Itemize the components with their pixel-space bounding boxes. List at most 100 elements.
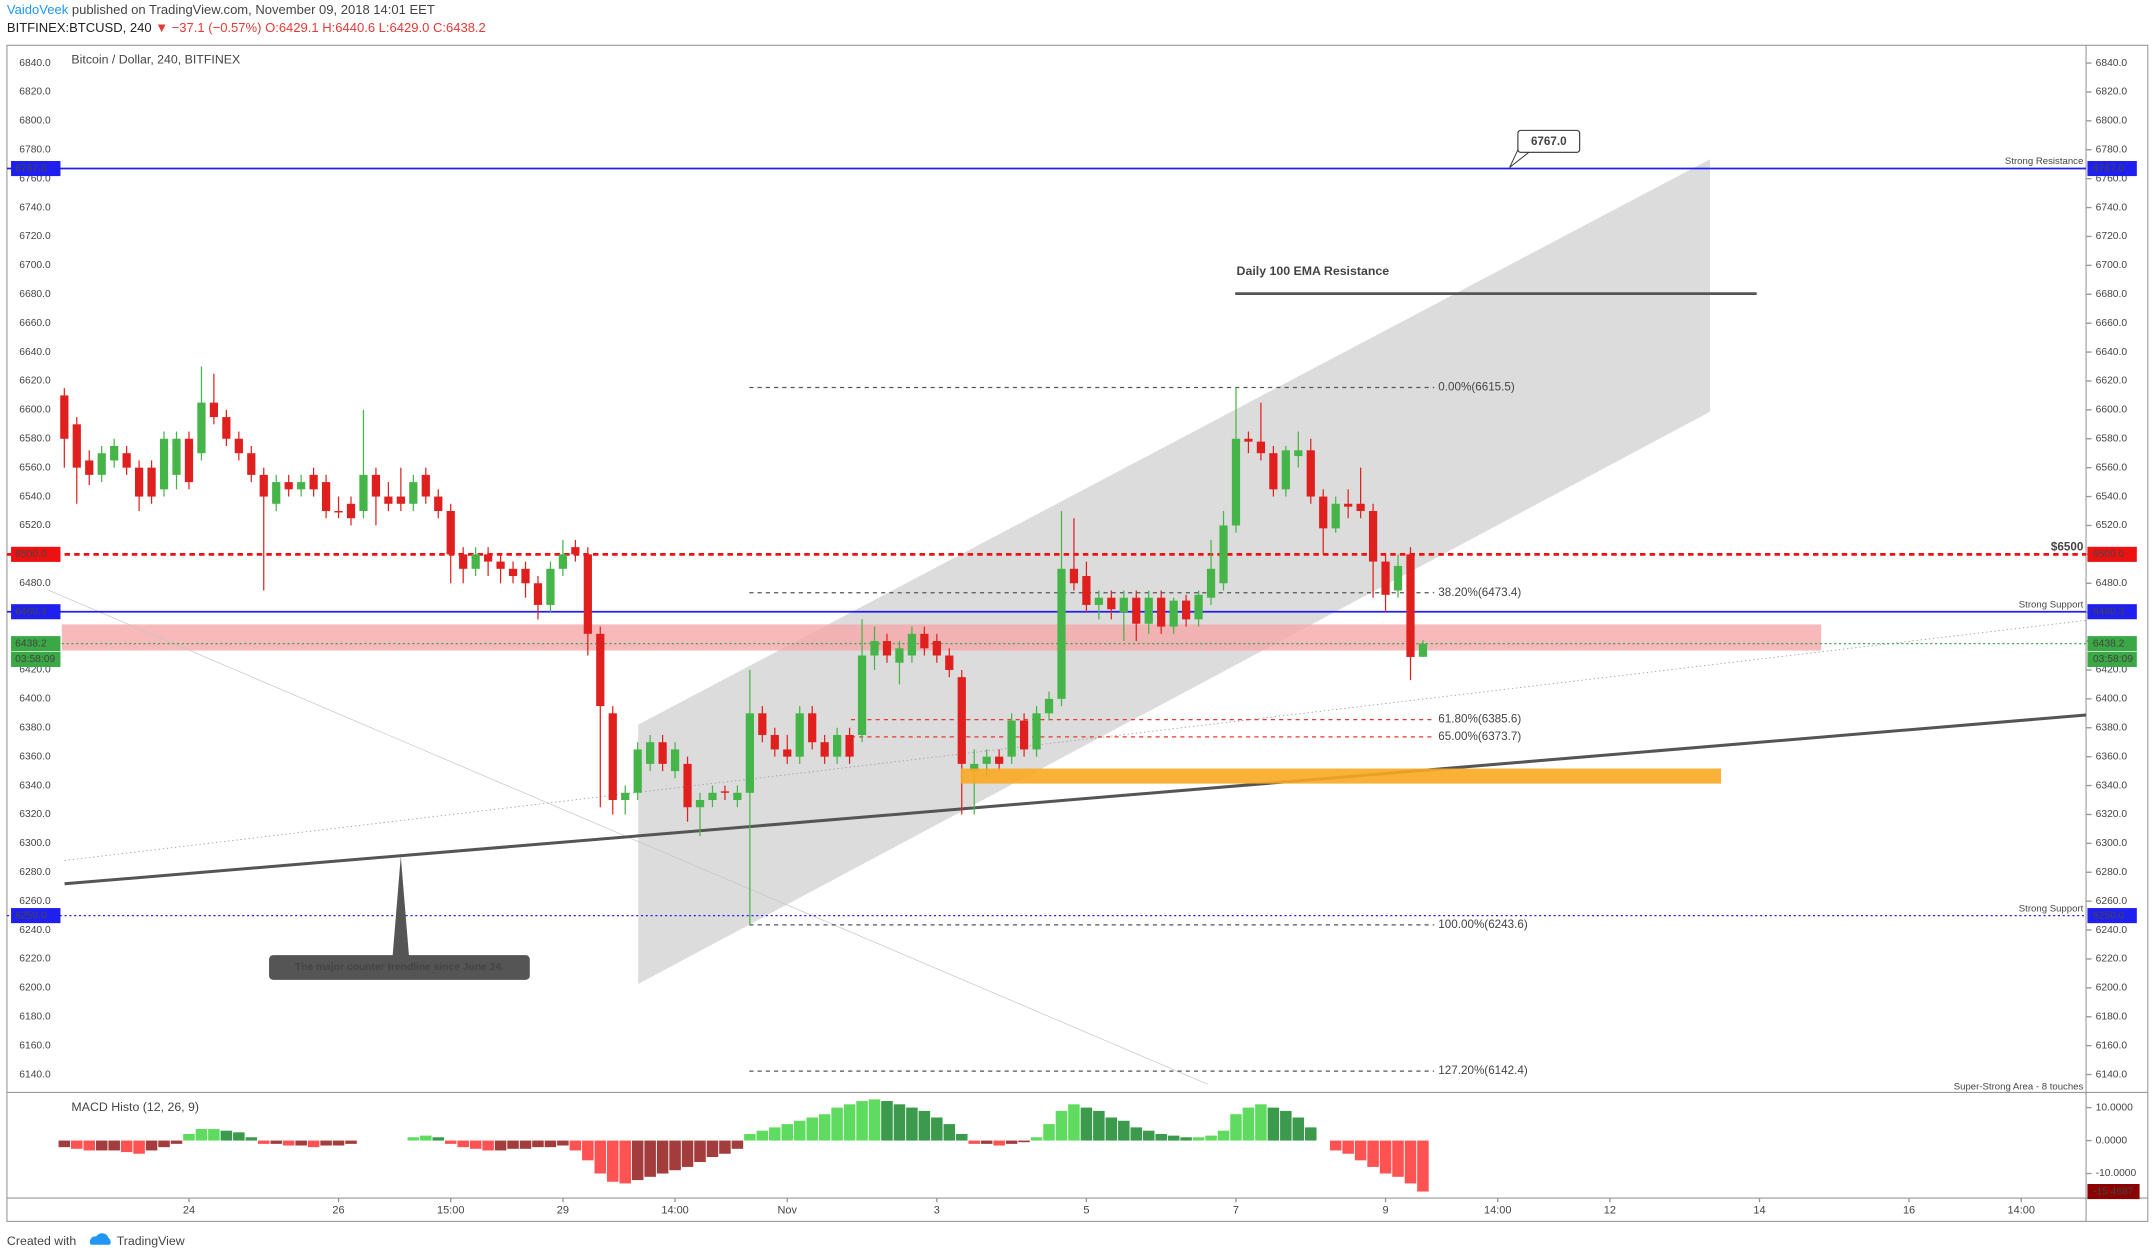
candle-body <box>521 568 530 584</box>
macd-bar <box>781 1124 794 1141</box>
candle-body <box>222 417 231 439</box>
candle-body <box>159 438 169 490</box>
macd-bar <box>532 1140 544 1148</box>
candle-body <box>832 734 842 757</box>
macd-bar <box>145 1140 158 1151</box>
macd-bar <box>943 1124 956 1141</box>
macd-bar <box>95 1140 108 1151</box>
candle-body <box>1219 525 1228 584</box>
macd-bar <box>569 1140 582 1151</box>
candle-body <box>446 511 455 555</box>
macd-bar <box>1030 1137 1043 1141</box>
candle-body <box>945 655 954 670</box>
candle-body <box>134 467 144 497</box>
macd-tick-label: 10.0000 <box>2096 1102 2133 1113</box>
macd-bar <box>1167 1135 1180 1141</box>
y-tick-label-left: 6620.0 <box>19 376 51 387</box>
macd-bar <box>1230 1114 1242 1141</box>
author[interactable]: VaidoVeek <box>7 2 69 17</box>
price-box-label: 6250.0 <box>15 910 47 921</box>
macd-bar <box>58 1140 71 1148</box>
ema-label: Daily 100 EMA Resistance <box>1237 264 1390 278</box>
price-box <box>11 636 61 652</box>
candle-body <box>1418 643 1428 657</box>
x-tick-label: 12 <box>1604 1204 1616 1216</box>
candle-body <box>72 424 81 468</box>
y-tick-label-left: 6360.0 <box>19 751 51 762</box>
macd-bar <box>1018 1140 1030 1143</box>
macd-bar <box>208 1129 220 1141</box>
y-tick-label: 6340.0 <box>2096 780 2128 791</box>
price-box-label: 6460.3 <box>2093 606 2125 617</box>
y-tick-label: 6660.0 <box>2096 318 2128 329</box>
candle-body <box>284 482 293 490</box>
countdown-box <box>2087 651 2137 667</box>
candle-body <box>745 713 754 793</box>
macd-last-label: -15.4687 <box>2093 1186 2134 1197</box>
macd-bar <box>1055 1110 1068 1141</box>
candle-body <box>1381 561 1390 595</box>
candle-body <box>1057 568 1066 699</box>
candle-body <box>1269 453 1278 490</box>
macd-bar <box>170 1140 183 1144</box>
candle-body <box>346 503 356 519</box>
macd-bar <box>320 1140 332 1146</box>
macd-bar <box>631 1140 644 1181</box>
macd-bar <box>544 1140 557 1148</box>
candle-body <box>197 402 206 454</box>
y-tick-label-left: 6480.0 <box>19 578 51 589</box>
y-tick-label-left: 6220.0 <box>19 954 51 965</box>
candle-body <box>1194 594 1203 620</box>
candle-body <box>421 474 430 497</box>
x-tick-label: 15:00 <box>437 1204 464 1216</box>
macd-bar <box>744 1133 756 1141</box>
x-tick-label: 16 <box>1903 1204 1915 1216</box>
x-tick-label: 5 <box>1083 1204 1089 1216</box>
candle-body <box>571 547 580 555</box>
macd-bar <box>644 1140 656 1177</box>
macd-bar <box>519 1140 532 1149</box>
footer-brand[interactable]: TradingView <box>117 1234 185 1248</box>
trendline-text: The major counter trendline since June 2… <box>295 962 504 973</box>
candle-body <box>384 496 393 504</box>
y-tick-label: 6380.0 <box>2096 722 2128 733</box>
macd-bar <box>980 1140 993 1144</box>
y-tick-label: 6720.0 <box>2096 231 2128 242</box>
area-label: Super-Strong Area - 8 touches <box>1954 1081 2084 1092</box>
price-box <box>2087 636 2137 652</box>
price-box-label: 6438.2 <box>2093 638 2125 649</box>
y-tick-label-left: 6260.0 <box>19 896 51 907</box>
price-box <box>2087 546 2137 562</box>
macd-bar <box>457 1140 469 1148</box>
resistance-zone <box>61 624 1822 651</box>
y-tick-label: 6400.0 <box>2096 694 2128 705</box>
callout-text: 6767.0 <box>1531 135 1567 148</box>
fib-label: 0.00%(6615.5) <box>1438 381 1515 394</box>
macd-bar <box>158 1140 170 1148</box>
y-tick-label-left: 6680.0 <box>19 289 51 300</box>
candle-body <box>1107 597 1116 610</box>
macd-bar <box>831 1107 843 1141</box>
macd-bar <box>444 1140 457 1144</box>
y-tick-label: 6600.0 <box>2096 405 2128 416</box>
candle-body <box>683 763 692 808</box>
fib-label: 65.00%(6373.7) <box>1438 730 1521 743</box>
y-tick-label: 6300.0 <box>2096 838 2128 849</box>
price-line-note: Strong Support <box>2019 903 2084 914</box>
macd-bar <box>906 1107 918 1141</box>
macd-bar <box>1417 1140 1429 1192</box>
macd-bar <box>245 1137 258 1141</box>
y-tick-label-left: 6700.0 <box>19 260 51 271</box>
x-tick-label: 3 <box>934 1204 940 1216</box>
candle-body <box>533 583 543 605</box>
y-tick-label-left: 6840.0 <box>19 58 51 69</box>
macd-bar <box>1068 1104 1080 1141</box>
macd-bar <box>220 1130 233 1141</box>
candle-body <box>558 554 568 569</box>
macd-bar <box>918 1110 931 1141</box>
macd-bar <box>1404 1140 1417 1184</box>
price-box <box>2087 908 2137 924</box>
candle-body <box>471 554 480 569</box>
